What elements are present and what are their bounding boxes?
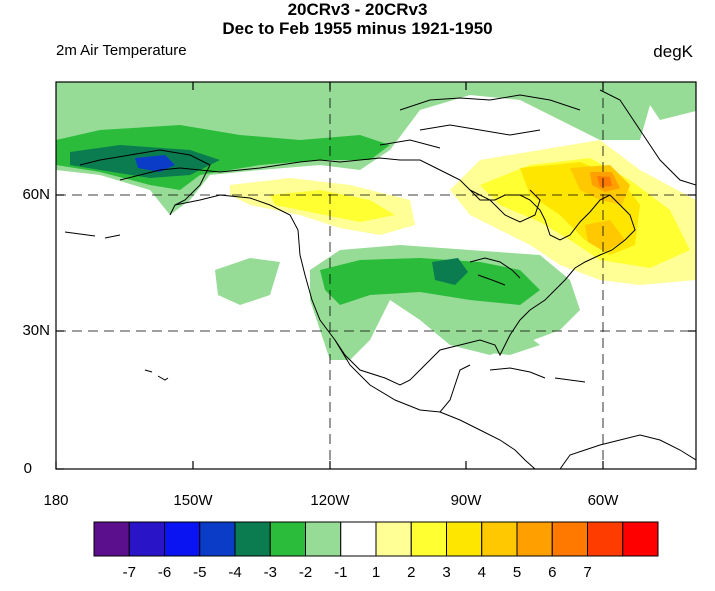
colorbar-swatch — [128, 521, 165, 557]
plot-frame — [55, 81, 697, 470]
colorbar-tick-label: 6 — [548, 564, 557, 581]
colorbar-tick-label: -5 — [193, 564, 207, 581]
colorbar-swatch — [199, 521, 236, 557]
colorbar-tick-label: -6 — [157, 564, 172, 581]
contour-darkgreen-usa — [432, 258, 468, 285]
variable-label: 2m Air Temperature — [56, 42, 187, 59]
coastline-alaska — [79, 149, 211, 216]
coastline-central-america — [439, 411, 536, 469]
contour-green-usa — [320, 258, 540, 305]
colorbar-tick-label: -2 — [298, 564, 313, 581]
lon-label-150w: 150W — [173, 492, 213, 509]
lon-label-90w: 90W — [450, 492, 482, 509]
graticule — [56, 82, 696, 469]
colorbar-swatch — [481, 521, 518, 557]
coastline-south-america — [559, 434, 696, 469]
colorbar — [93, 521, 659, 557]
lon-label-60w: 60W — [587, 492, 619, 509]
contour-yellow2-canada — [270, 190, 395, 222]
lat-label-0: 0 — [23, 460, 32, 477]
colorbar-tick-label: -4 — [228, 564, 242, 581]
colorbar-swatch — [305, 521, 342, 557]
contour-red-east — [597, 176, 612, 187]
coastline-aleutians — [64, 231, 121, 239]
chart-subtitle: Dec to Feb 1955 minus 1921-1950 — [222, 19, 493, 38]
colorbar-swatch — [587, 521, 624, 557]
coastline-hawaii — [144, 369, 169, 381]
colorbar-swatch — [622, 521, 659, 557]
colorbar-tick-label: 5 — [512, 564, 522, 581]
contour-light-green-gulf — [470, 330, 540, 355]
contour-light-green-ne — [600, 82, 696, 120]
colorbar-tick-label: 3 — [442, 564, 451, 581]
coastline-arctic-islands — [379, 94, 581, 149]
coastline-hudson-bay — [469, 189, 541, 223]
colorbar-swatch — [446, 521, 483, 557]
coastline-hispaniola — [554, 377, 586, 383]
anomaly-fill — [56, 82, 696, 360]
colorbar-swatch — [516, 521, 553, 557]
axis-ticks — [55, 82, 696, 470]
colorbar-swatch — [551, 521, 588, 557]
contour-blue-alaska — [135, 155, 175, 172]
colorbar-swatch — [340, 521, 377, 557]
coastline-mexico — [334, 339, 471, 413]
lat-label-60n: 60N — [22, 186, 50, 203]
colorbar-tick-label: -3 — [263, 564, 277, 581]
colorbar-swatch — [164, 521, 201, 557]
colorbar-swatch — [410, 521, 447, 557]
colorbar-tick-label: 4 — [477, 564, 486, 581]
contour-light-green-pacific — [215, 258, 280, 305]
contour-orange-labrador — [585, 220, 625, 252]
lat-label-30n: 30N — [22, 322, 50, 339]
colorbar-tick-label: 2 — [407, 564, 416, 581]
colorbar-swatch — [234, 521, 271, 557]
colorbar-swatch — [269, 521, 306, 557]
colorbar-tick-label: 1 — [371, 564, 381, 581]
coastline-great-lakes — [469, 257, 521, 286]
coastline-north-america — [119, 157, 636, 386]
chart-title: 20CRv3 - 20CRv3 — [287, 0, 428, 19]
colorbar-tick-label: -7 — [122, 564, 136, 581]
colorbar-swatch — [375, 521, 412, 557]
units-label: degK — [653, 42, 693, 61]
coastline-cuba — [489, 367, 546, 379]
colorbar-swatch — [93, 521, 130, 557]
coastline-greenland — [599, 89, 696, 186]
coastlines — [64, 89, 696, 469]
colorbar-tick-label: -1 — [334, 564, 348, 581]
lon-label-180: 180 — [43, 492, 69, 509]
colorbar-tick-label: 7 — [583, 564, 592, 581]
lon-label-120w: 120W — [310, 492, 350, 509]
